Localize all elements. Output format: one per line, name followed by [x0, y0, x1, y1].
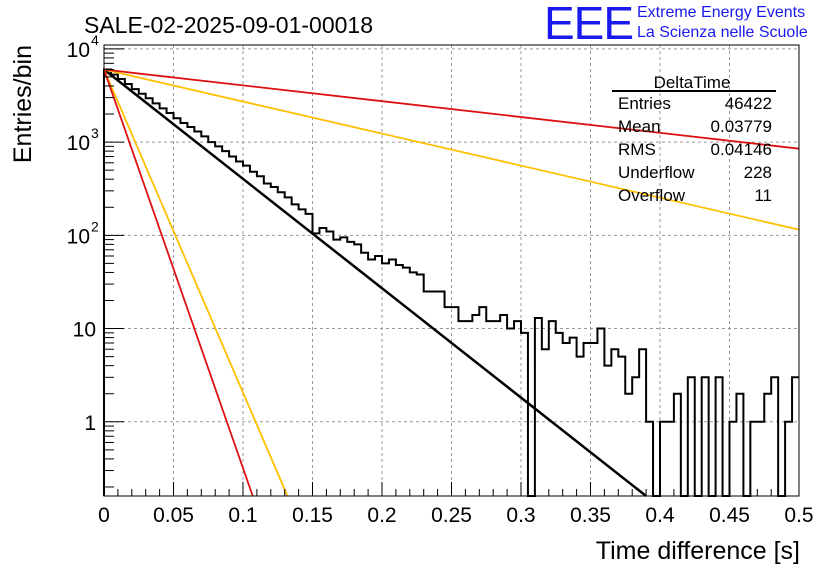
y-tick-label: 10 — [67, 39, 90, 62]
stats-row-label: RMS — [618, 140, 656, 159]
eee-logo: EEE Extreme Energy Events La Scienza nel… — [540, 0, 836, 49]
stats-row-label: Underflow — [618, 163, 695, 182]
x-tick-label: 0.2 — [367, 504, 396, 527]
y-tick-exponent: 2 — [91, 218, 99, 234]
stats-box: DeltaTime Entries 46422 Mean 0.03779 RMS 0.04… — [612, 73, 776, 205]
x-axis-label: Time difference [s] — [596, 537, 800, 565]
y-tick-label: 10 — [73, 319, 96, 342]
stats-row-value: 228 — [744, 163, 772, 182]
x-tick-label: 0.5 — [784, 504, 813, 527]
y-tick-label: 10 — [67, 225, 90, 248]
stats-row-value: 11 — [754, 186, 772, 205]
y-tick-label: 1 — [84, 412, 96, 435]
fit-line — [103, 68, 800, 231]
logo-line-1: Extreme Energy Events — [637, 4, 806, 21]
x-tick-label: 0.35 — [570, 504, 611, 527]
fit-line — [103, 69, 254, 497]
logo-mark: EEE — [544, 0, 634, 49]
stats-row-value: 0.04146 — [711, 140, 772, 159]
stats-row-label: Overflow — [618, 186, 686, 205]
fit-lines — [103, 68, 800, 497]
fit-line — [103, 69, 289, 497]
stats-name: DeltaTime — [654, 73, 731, 92]
stats-row-label: Mean — [618, 117, 661, 136]
y-tick-exponent: 3 — [91, 125, 99, 141]
histogram-outline — [103, 68, 799, 497]
fit-line — [103, 68, 647, 497]
x-tick-label: 0 — [98, 504, 110, 527]
y-axis-label: Entries/bin — [9, 45, 37, 163]
x-tick-label: 0.45 — [709, 504, 750, 527]
x-tick-label: 0.05 — [153, 504, 194, 527]
grid-lines — [104, 45, 799, 496]
x-tick-label: 0.1 — [228, 504, 257, 527]
logo-line-2: La Scienza nelle Scuole — [637, 24, 808, 41]
x-tick-label: 0.4 — [645, 504, 675, 527]
chart-title: SALE-02-2025-09-01-00018 — [84, 12, 373, 38]
x-tick-label: 0.3 — [506, 504, 535, 527]
y-tick-label: 10 — [67, 132, 90, 155]
x-tick-label: 0.25 — [431, 504, 472, 527]
x-axis-ticks: 0 0.05 0.1 0.15 0.2 0.25 0.3 0.35 0.4 0.45 0.5 — [98, 482, 814, 527]
stats-row-value: 46422 — [725, 94, 772, 113]
stats-row-label: Entries — [618, 94, 671, 113]
stats-rows: Entries 46422 Mean 0.03779 RMS 0.04146 Underfl… — [618, 94, 772, 205]
fit-line — [103, 68, 800, 150]
histogram — [103, 68, 799, 497]
stats-row-value: 0.03779 — [711, 117, 772, 136]
x-tick-label: 0.15 — [292, 504, 333, 527]
y-tick-exponent: 4 — [91, 32, 99, 48]
